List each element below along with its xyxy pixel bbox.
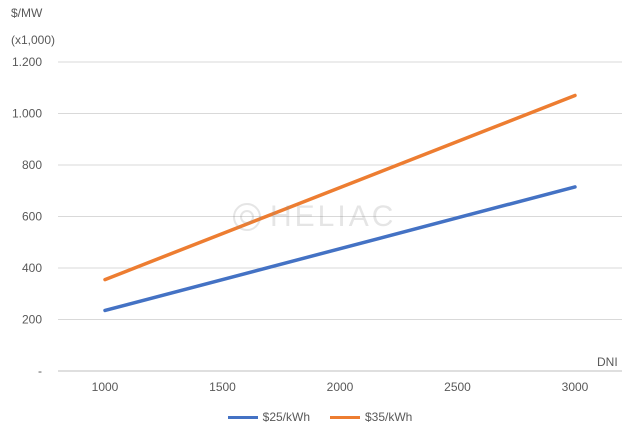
watermark-text: HELIAC	[270, 200, 397, 233]
heliac-watermark: HELIAC	[232, 200, 396, 234]
legend-swatch-35	[330, 415, 360, 419]
legend-label-25: $25/kWh	[262, 410, 310, 424]
x-tick-label: 3000	[562, 380, 589, 394]
y-tick-label: 400	[22, 261, 42, 275]
legend-item-35: $35/kWh	[330, 410, 412, 424]
y-tick-label: 200	[22, 313, 42, 327]
y-tick-label: 1.200	[12, 55, 42, 69]
x-tick-label: 1500	[209, 380, 236, 394]
y-axis-label-line-2: (x1,000)	[11, 33, 56, 47]
y-tick-labels: - 200 400 600 800 1.000 1.200	[12, 55, 42, 378]
gridlines	[58, 61, 622, 372]
series-line-25-kwh	[103, 185, 577, 313]
y-tick-label: -	[38, 364, 42, 378]
x-axis-label: DNI	[597, 355, 618, 369]
x-tick-label: 2500	[444, 380, 471, 394]
series-lines	[103, 93, 577, 313]
legend: $25/kWh $35/kWh	[0, 410, 640, 424]
sun-logo-icon	[233, 203, 261, 231]
y-tick-label: 1.000	[12, 107, 42, 121]
y-axis-label-line-1: $/MW	[11, 6, 43, 20]
x-tick-labels: 1000 1500 2000 2500 3000	[92, 380, 589, 394]
legend-swatch-25	[227, 415, 258, 419]
series-line-35-kwh	[103, 93, 577, 282]
y-tick-label: 800	[22, 158, 42, 172]
x-tick-label: 2000	[327, 380, 354, 394]
x-tick-label: 1000	[92, 380, 119, 394]
legend-label-35: $35/kWh	[365, 410, 413, 424]
legend-item-25: $25/kWh	[227, 410, 310, 424]
y-tick-label: 600	[22, 210, 42, 224]
